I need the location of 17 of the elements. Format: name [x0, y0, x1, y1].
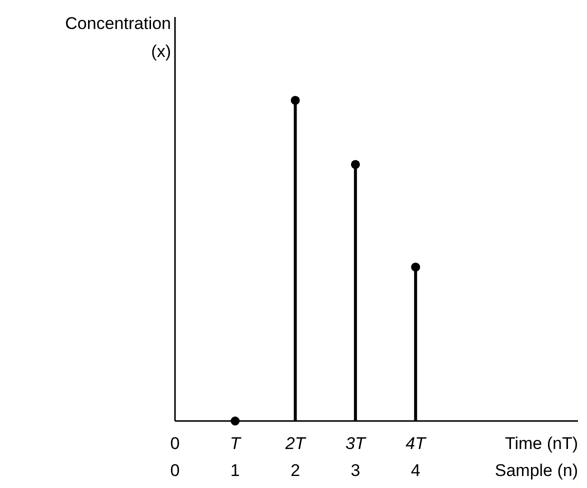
x2-axis-title: Sample (n) — [494, 461, 578, 480]
x-axis-title: Time (nT) — [504, 434, 578, 453]
x2-tick-label: 0 — [170, 461, 180, 480]
x-tick-label: 0 — [170, 434, 180, 453]
point — [230, 416, 240, 426]
x-tick-label: 3T — [346, 434, 367, 453]
x-tick-label: 4T — [406, 434, 428, 453]
x-tick-label: 2T — [284, 434, 307, 453]
x-tick-label: T — [230, 434, 242, 453]
point — [290, 96, 300, 105]
y-axis-title: Concentration (x) — [65, 14, 171, 61]
point — [411, 262, 420, 272]
x2-tick-label: 1 — [230, 461, 240, 480]
x2-tick-label: 4 — [410, 461, 420, 480]
point — [350, 160, 360, 169]
x2-tick-label: 2 — [290, 461, 300, 480]
x2-tick-label: 3 — [350, 461, 360, 480]
